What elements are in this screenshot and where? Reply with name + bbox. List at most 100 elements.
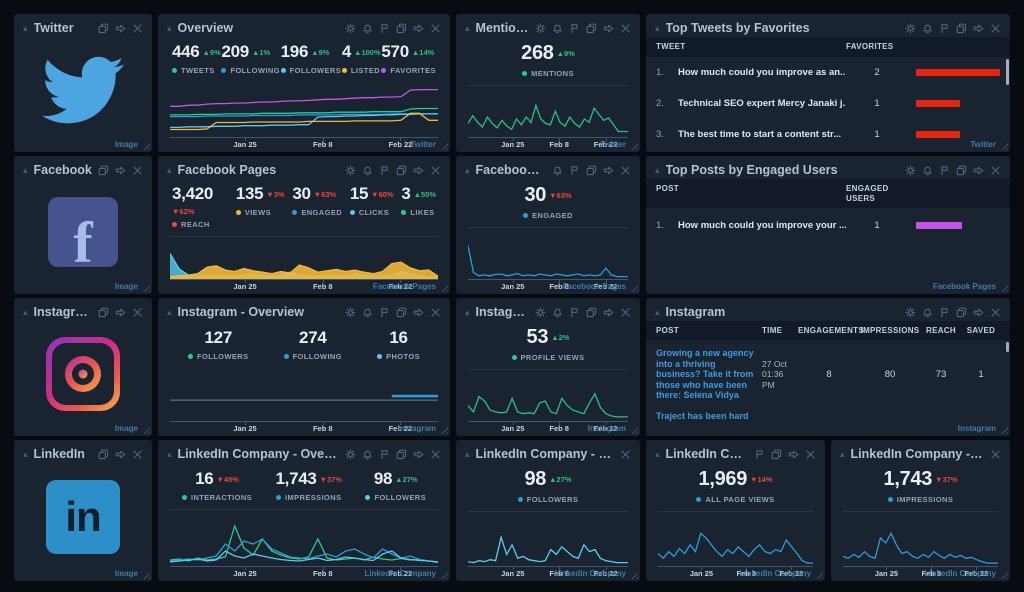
resize-handle[interactable] <box>439 283 448 292</box>
collapse-icon[interactable]: ▴ <box>167 306 172 317</box>
clone-icon[interactable] <box>98 165 109 176</box>
collapse-icon[interactable]: ▴ <box>23 164 28 175</box>
clone-icon[interactable] <box>956 307 967 318</box>
collapse-icon[interactable]: ▴ <box>167 164 172 175</box>
flag-icon[interactable] <box>569 165 580 176</box>
move-arrow-icon[interactable] <box>413 307 424 318</box>
settings-gear-icon[interactable] <box>905 22 916 34</box>
resize-handle[interactable] <box>141 141 150 150</box>
settings-gear-icon[interactable] <box>345 164 356 176</box>
flag-icon[interactable] <box>939 23 950 34</box>
move-arrow-icon[interactable] <box>603 23 614 34</box>
flag-icon[interactable] <box>939 165 950 176</box>
collapse-icon[interactable]: ▴ <box>465 22 470 33</box>
close-icon[interactable] <box>990 23 1001 34</box>
collapse-icon[interactable]: ▴ <box>655 448 660 459</box>
close-icon[interactable] <box>430 307 441 318</box>
move-arrow-icon[interactable] <box>115 307 126 318</box>
resize-handle[interactable] <box>141 425 150 434</box>
alerts-bell-icon[interactable] <box>552 23 563 34</box>
resize-handle[interactable] <box>629 283 638 292</box>
resize-handle[interactable] <box>999 425 1008 434</box>
table-row[interactable]: 1. How much could you improve your ... 1 <box>646 208 1010 242</box>
clone-icon[interactable] <box>771 449 782 460</box>
table-row[interactable]: 2. Technical SEO expert Mercy Janaki j..… <box>646 88 1010 119</box>
collapse-icon[interactable]: ▴ <box>23 448 28 459</box>
alerts-bell-icon[interactable] <box>552 165 563 176</box>
clone-icon[interactable] <box>98 307 109 318</box>
collapse-icon[interactable]: ▴ <box>465 164 470 175</box>
close-icon[interactable] <box>620 23 631 34</box>
settings-gear-icon[interactable] <box>345 22 356 34</box>
flag-icon[interactable] <box>379 449 390 460</box>
close-icon[interactable] <box>805 449 816 460</box>
resize-handle[interactable] <box>141 570 150 579</box>
clone-icon[interactable] <box>396 23 407 34</box>
resize-handle[interactable] <box>629 570 638 579</box>
close-icon[interactable] <box>430 165 441 176</box>
collapse-icon[interactable]: ▴ <box>23 22 28 33</box>
collapse-icon[interactable]: ▴ <box>465 448 470 459</box>
clone-icon[interactable] <box>396 449 407 460</box>
alerts-bell-icon[interactable] <box>922 307 933 318</box>
move-arrow-icon[interactable] <box>115 449 126 460</box>
move-arrow-icon[interactable] <box>973 23 984 34</box>
collapse-icon[interactable]: ▴ <box>840 448 845 459</box>
flag-icon[interactable] <box>569 307 580 318</box>
close-icon[interactable] <box>620 307 631 318</box>
resize-handle[interactable] <box>629 141 638 150</box>
table-row[interactable]: 4. Did you know that the average desi... <box>646 150 1010 152</box>
close-icon[interactable] <box>132 23 143 34</box>
close-icon[interactable] <box>430 449 441 460</box>
clone-icon[interactable] <box>586 307 597 318</box>
resize-handle[interactable] <box>439 570 448 579</box>
collapse-icon[interactable]: ▴ <box>655 164 660 175</box>
move-arrow-icon[interactable] <box>973 307 984 318</box>
flag-icon[interactable] <box>379 23 390 34</box>
close-icon[interactable] <box>132 165 143 176</box>
settings-gear-icon[interactable] <box>345 306 356 318</box>
table-row[interactable]: Traject has been hard <box>656 411 1000 422</box>
flag-icon[interactable] <box>754 449 765 460</box>
close-icon[interactable] <box>132 449 143 460</box>
settings-gear-icon[interactable] <box>905 306 916 318</box>
collapse-icon[interactable]: ▴ <box>167 22 172 33</box>
alerts-bell-icon[interactable] <box>552 307 563 318</box>
resize-handle[interactable] <box>629 425 638 434</box>
move-arrow-icon[interactable] <box>115 23 126 34</box>
alerts-bell-icon[interactable] <box>922 23 933 34</box>
resize-handle[interactable] <box>999 283 1008 292</box>
scrollbar-thumb[interactable] <box>1006 58 1009 85</box>
collapse-icon[interactable]: ▴ <box>655 22 660 33</box>
clone-icon[interactable] <box>98 23 109 34</box>
flag-icon[interactable] <box>379 165 390 176</box>
settings-gear-icon[interactable] <box>905 164 916 176</box>
resize-handle[interactable] <box>439 425 448 434</box>
clone-icon[interactable] <box>586 23 597 34</box>
flag-icon[interactable] <box>939 307 950 318</box>
move-arrow-icon[interactable] <box>413 165 424 176</box>
resize-handle[interactable] <box>439 141 448 150</box>
clone-icon[interactable] <box>956 165 967 176</box>
move-arrow-icon[interactable] <box>788 449 799 460</box>
close-icon[interactable] <box>132 307 143 318</box>
close-icon[interactable] <box>620 449 631 460</box>
clone-icon[interactable] <box>98 449 109 460</box>
collapse-icon[interactable]: ▴ <box>465 306 470 317</box>
flag-icon[interactable] <box>569 23 580 34</box>
close-icon[interactable] <box>430 23 441 34</box>
collapse-icon[interactable]: ▴ <box>167 448 172 459</box>
resize-handle[interactable] <box>999 141 1008 150</box>
settings-gear-icon[interactable] <box>535 306 546 318</box>
close-icon[interactable] <box>990 307 1001 318</box>
move-arrow-icon[interactable] <box>603 307 614 318</box>
alerts-bell-icon[interactable] <box>362 23 373 34</box>
clone-icon[interactable] <box>396 165 407 176</box>
alerts-bell-icon[interactable] <box>362 307 373 318</box>
table-row[interactable]: Growing a new agency into a thriving bus… <box>656 348 984 401</box>
scrollbar-thumb[interactable] <box>1006 342 1009 352</box>
close-icon[interactable] <box>990 449 1001 460</box>
settings-gear-icon[interactable] <box>345 448 356 460</box>
close-icon[interactable] <box>990 165 1001 176</box>
collapse-icon[interactable]: ▴ <box>23 306 28 317</box>
